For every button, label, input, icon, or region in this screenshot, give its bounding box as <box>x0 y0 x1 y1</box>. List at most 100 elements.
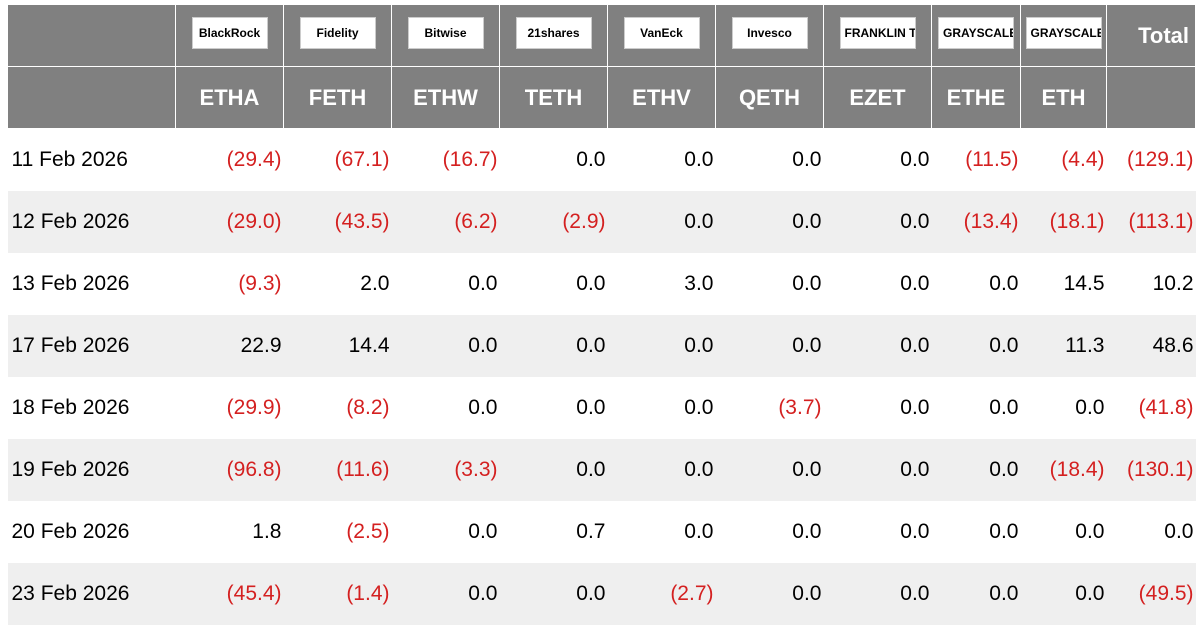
flow-cell: 0.0 <box>824 191 932 253</box>
flow-cell: (49.5) <box>1107 563 1196 625</box>
flow-cell: 0.0 <box>824 563 932 625</box>
logo-cell: FRANKLIN TEMPLETON <box>824 5 932 67</box>
flow-cell: (29.9) <box>176 377 284 439</box>
flow-cell: (45.4) <box>176 563 284 625</box>
flow-cell: (2.7) <box>608 563 716 625</box>
flow-cell: (11.6) <box>284 439 392 501</box>
flow-cell: 0.0 <box>500 129 608 192</box>
brand-logo: FRANKLIN TEMPLETON <box>840 17 916 49</box>
flow-cell: 0.0 <box>392 563 500 625</box>
flow-cell: 0.0 <box>500 253 608 315</box>
flow-cell: 0.0 <box>500 377 608 439</box>
brand-logo: GRAYSCALE <box>938 17 1014 49</box>
flow-cell: 0.0 <box>932 501 1021 563</box>
flow-cell: (11.5) <box>932 129 1021 192</box>
flow-cell: 0.0 <box>1021 377 1107 439</box>
logo-cell: GRAYSCALE <box>932 5 1021 67</box>
flow-cell: 0.0 <box>1021 501 1107 563</box>
flow-cell: 48.6 <box>1107 315 1196 377</box>
flow-cell: 1.8 <box>176 501 284 563</box>
total-header: Total <box>1107 5 1196 67</box>
flow-cell: 0.0 <box>608 377 716 439</box>
brand-logo: GRAYSCALE <box>1026 17 1102 49</box>
brand-logo: VanEck <box>624 17 700 49</box>
flow-cell: (2.5) <box>284 501 392 563</box>
flow-cell: 0.0 <box>716 501 824 563</box>
date-cell: 17 Feb 2026 <box>8 315 176 377</box>
flow-cell: 0.0 <box>608 191 716 253</box>
flow-cell: 0.0 <box>500 315 608 377</box>
flow-cell: 10.2 <box>1107 253 1196 315</box>
ticker-header: TETH <box>500 67 608 129</box>
flow-cell: (3.3) <box>392 439 500 501</box>
date-cell: 23 Feb 2026 <box>8 563 176 625</box>
flow-cell: 0.0 <box>716 191 824 253</box>
flow-cell: 0.0 <box>824 501 932 563</box>
flow-cell: 0.0 <box>824 129 932 192</box>
flow-cell: (43.5) <box>284 191 392 253</box>
flow-cell: 0.0 <box>716 315 824 377</box>
flow-cell: 0.0 <box>716 253 824 315</box>
flow-cell: 0.0 <box>392 377 500 439</box>
logo-cell: Bitwise <box>392 5 500 67</box>
flow-cell: 0.0 <box>608 129 716 192</box>
date-cell: 20 Feb 2026 <box>8 501 176 563</box>
ticker-header: ETHV <box>608 67 716 129</box>
flow-cell: (113.1) <box>1107 191 1196 253</box>
flow-cell: 0.0 <box>608 439 716 501</box>
ticker-header: ETH <box>1021 67 1107 129</box>
flow-cell: (1.4) <box>284 563 392 625</box>
date-cell: 12 Feb 2026 <box>8 191 176 253</box>
date-cell: 19 Feb 2026 <box>8 439 176 501</box>
flow-cell: 0.7 <box>500 501 608 563</box>
ticker-header: ETHA <box>176 67 284 129</box>
brand-logo: 21shares <box>516 17 592 49</box>
flow-cell: 22.9 <box>176 315 284 377</box>
flows-table: BlackRock Fidelity Bitwise 21shares VanEck In… <box>7 4 1196 625</box>
flow-cell: 0.0 <box>932 563 1021 625</box>
flow-cell: 0.0 <box>716 439 824 501</box>
flow-cell: 0.0 <box>932 377 1021 439</box>
flow-cell: 0.0 <box>608 501 716 563</box>
flow-cell: 0.0 <box>932 253 1021 315</box>
logo-row: BlackRock Fidelity Bitwise 21shares VanEck In… <box>8 5 1196 67</box>
flow-cell: (9.3) <box>176 253 284 315</box>
brand-logo: Bitwise <box>408 17 484 49</box>
flow-cell: (96.8) <box>176 439 284 501</box>
corner-cell <box>8 67 176 129</box>
flow-cell: 0.0 <box>392 253 500 315</box>
flow-cell: 0.0 <box>824 377 932 439</box>
brand-logo: BlackRock <box>192 17 268 49</box>
flow-cell: (29.0) <box>176 191 284 253</box>
flow-cell: 0.0 <box>392 315 500 377</box>
logo-cell: Invesco <box>716 5 824 67</box>
flow-cell: 0.0 <box>716 129 824 192</box>
flow-cell: (67.1) <box>284 129 392 192</box>
ticker-header: FETH <box>284 67 392 129</box>
brand-logo: Fidelity <box>300 17 376 49</box>
flow-cell: (129.1) <box>1107 129 1196 192</box>
flow-cell: (41.8) <box>1107 377 1196 439</box>
corner-cell <box>1107 67 1196 129</box>
flow-cell: (8.2) <box>284 377 392 439</box>
logo-cell: VanEck <box>608 5 716 67</box>
flow-cell: 14.5 <box>1021 253 1107 315</box>
flow-cell: 0.0 <box>500 563 608 625</box>
flow-cell: 0.0 <box>608 315 716 377</box>
date-cell: 13 Feb 2026 <box>8 253 176 315</box>
date-cell: 11 Feb 2026 <box>8 129 176 192</box>
flow-cell: 0.0 <box>824 439 932 501</box>
flow-cell: (29.4) <box>176 129 284 192</box>
flow-cell: (13.4) <box>932 191 1021 253</box>
flow-cell: (4.4) <box>1021 129 1107 192</box>
corner-cell <box>8 5 176 67</box>
logo-cell: BlackRock <box>176 5 284 67</box>
